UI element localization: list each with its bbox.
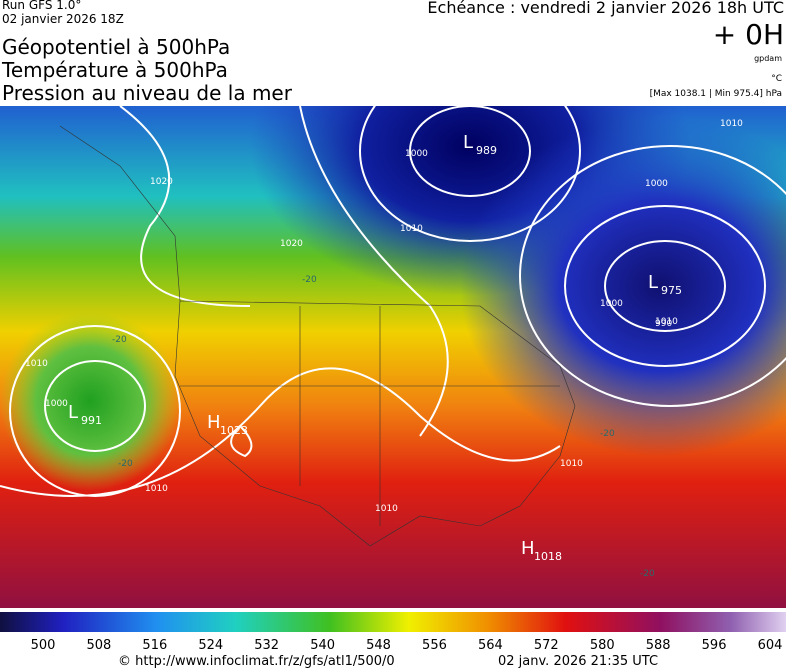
isobar-label: 1000 xyxy=(405,149,428,159)
unit-geo: gpdam xyxy=(754,54,782,63)
scale-label: 532 xyxy=(254,638,279,653)
scale-label: 604 xyxy=(758,638,783,653)
scale-label: 516 xyxy=(142,638,167,653)
center-letter: L xyxy=(463,132,473,153)
center-value: 1023 xyxy=(220,424,248,437)
scale-label: 524 xyxy=(198,638,223,653)
isobar-label: 1020 xyxy=(150,177,173,187)
center-value: 989 xyxy=(476,144,497,157)
center-value: 991 xyxy=(81,414,102,427)
low-field xyxy=(0,311,180,491)
source: © http://www.infoclimat.fr/z/gfs/atl1/50… xyxy=(118,654,395,669)
temp-label: -20 xyxy=(302,275,317,285)
title: Géopotentiel à 500hPa xyxy=(2,35,231,59)
scale-label: 508 xyxy=(87,638,112,653)
isobar-label: 1000 xyxy=(645,179,668,189)
lead: + 0H xyxy=(712,18,784,51)
temp-label: -20 xyxy=(112,335,127,345)
scale-label: 596 xyxy=(702,638,727,653)
center-letter: H xyxy=(521,538,535,559)
low-field xyxy=(460,116,786,456)
isobars xyxy=(0,106,786,497)
isobar-label: 1010 xyxy=(145,484,168,494)
isobar-label: 1010 xyxy=(25,359,48,369)
center-letter: L xyxy=(68,402,78,423)
run: Run GFS 1.0° xyxy=(2,0,82,12)
isobar-label: 1010 xyxy=(375,504,398,514)
isobar-label: 1000 xyxy=(600,299,623,309)
scale-label: 540 xyxy=(310,638,335,653)
title: Pression au niveau de la mer xyxy=(2,81,292,105)
center-letter: L xyxy=(648,272,658,293)
pressure-range: [Max 1038.1 | Min 975.4] hPa xyxy=(649,89,782,99)
temp-label: -20 xyxy=(118,459,133,469)
scale-label: 500 xyxy=(31,638,56,653)
isobar-label: 1010 xyxy=(720,119,743,129)
borders xyxy=(59,125,576,547)
forecast: Echéance : vendredi 2 janvier 2026 18h U… xyxy=(427,0,784,17)
isobar-label: 1010 xyxy=(400,224,423,234)
unit-temp: °C xyxy=(771,74,782,84)
title: Température à 500hPa xyxy=(2,58,228,82)
isobar-label: 1010 xyxy=(560,459,583,469)
center-letter: H xyxy=(207,412,221,433)
scale-label: 588 xyxy=(646,638,671,653)
temp-label: -20 xyxy=(640,569,655,579)
generated: 02 janv. 2026 21:35 UTC xyxy=(498,654,659,669)
isobar-label: 1020 xyxy=(280,239,303,249)
scale-label: 556 xyxy=(422,638,447,653)
run-date: 02 janvier 2026 18Z xyxy=(2,12,124,26)
center-value: 975 xyxy=(661,284,682,297)
isobar-label: 1010 xyxy=(655,317,678,327)
scale-label: 580 xyxy=(590,638,615,653)
temp-label: -20 xyxy=(600,429,615,439)
isobar-label: 1000 xyxy=(45,399,68,409)
scale-label: 548 xyxy=(366,638,391,653)
center-value: 1018 xyxy=(534,550,562,563)
isobar-label: 990 xyxy=(655,319,672,329)
scale-label: 564 xyxy=(478,638,503,653)
scale-label: 572 xyxy=(534,638,559,653)
color-bar xyxy=(0,612,786,632)
